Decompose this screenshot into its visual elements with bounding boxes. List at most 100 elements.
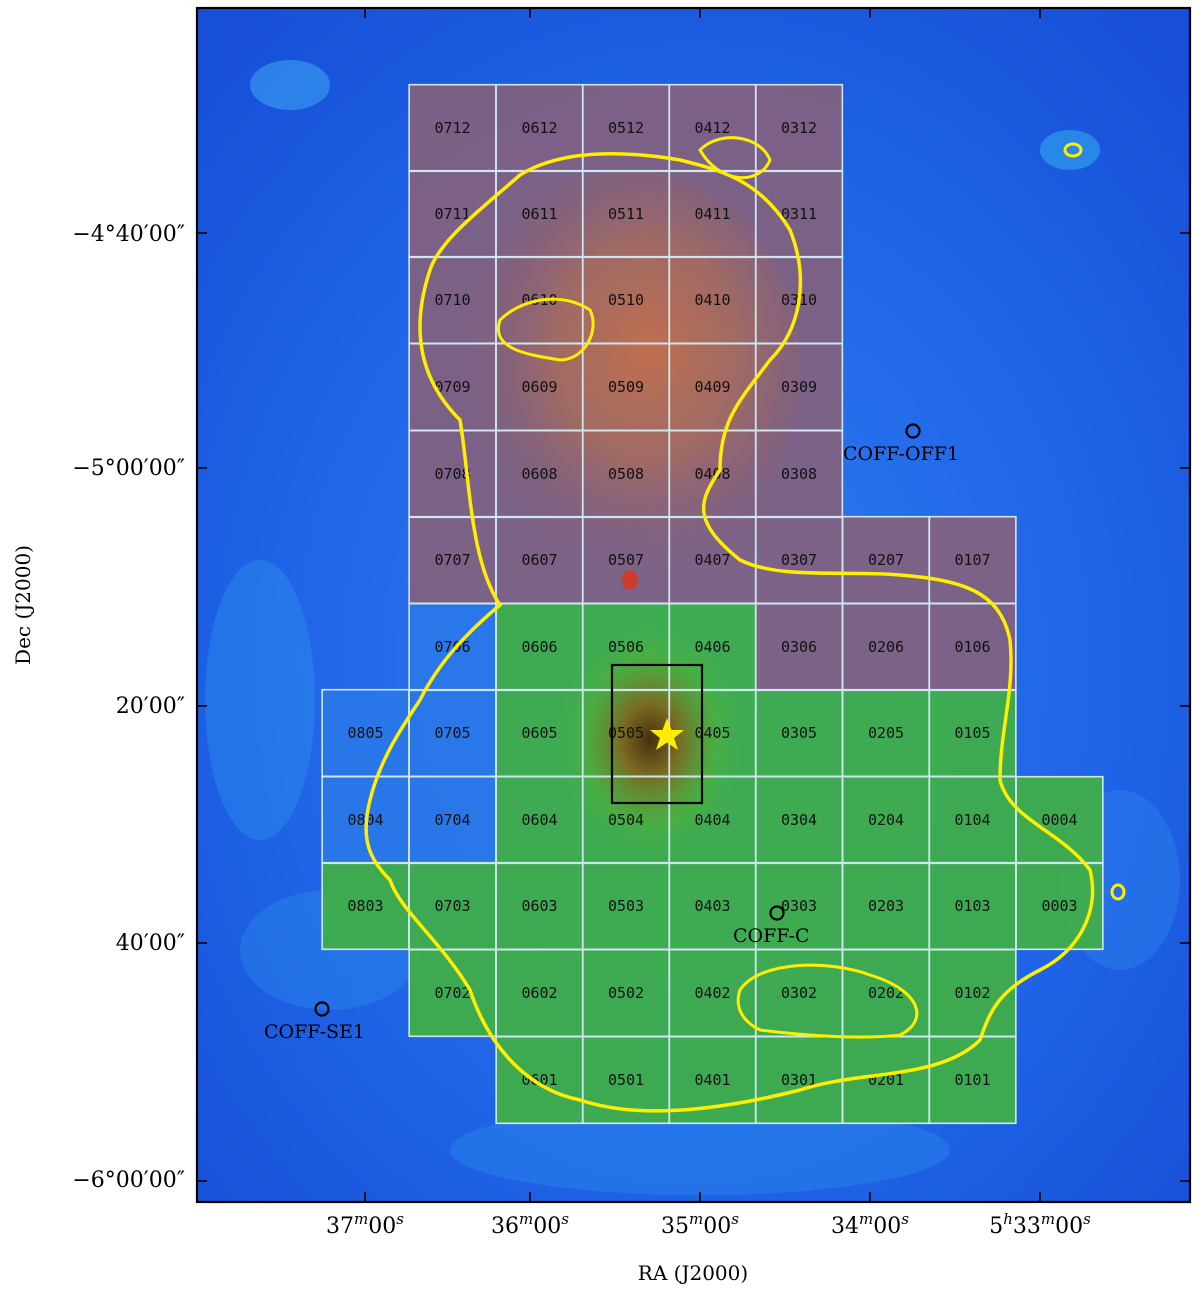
x-tick-label-3: 35m00s [661,1210,739,1239]
tile-label-0311: 0311 [781,205,817,223]
tile-0603 [496,862,583,950]
tile-label-0504: 0504 [608,811,644,829]
tile-0104 [929,776,1016,864]
tile-border-0101 [928,1035,1017,1125]
tile-label-0103: 0103 [954,897,990,915]
coff-off1-marker [905,423,921,439]
tile-label-0401: 0401 [694,1071,730,1089]
tile-label-0411: 0411 [694,205,730,223]
tile-label-0703: 0703 [434,897,470,915]
tile-label-0507: 0507 [608,551,644,569]
tile-label-0702: 0702 [434,984,470,1002]
coff-c-label: COFF-C [733,925,810,947]
cavity-contour [496,297,595,362]
tile-0712 [409,84,496,172]
tile-label-0712: 0712 [434,119,470,137]
y-tick-label-1: −4°40′00″ [72,222,185,247]
tile-label-0612: 0612 [521,119,557,137]
tile-label-0410: 0410 [694,291,730,309]
tile-0703 [409,862,496,950]
tile-0301 [755,1036,843,1124]
tile-label-0603: 0603 [521,897,557,915]
tile-label-0305: 0305 [781,724,817,742]
tile-label-0412: 0412 [694,119,730,137]
core-region-box [610,663,704,805]
tile-0403 [669,862,756,950]
plot-frame [195,6,1192,1204]
tile-label-0602: 0602 [521,984,557,1002]
y-tick-label-2: −5°00′00″ [72,456,185,481]
tile-label-0303: 0303 [781,897,817,915]
tile-0103 [929,862,1016,950]
coff-c-marker [769,905,785,921]
tile-label-0505: 0505 [608,724,644,742]
tile-0704 [409,776,496,864]
tile-label-0604: 0604 [521,811,557,829]
tile-label-0608: 0608 [521,465,557,483]
tile-label-0202: 0202 [868,984,904,1002]
tile-0203 [842,862,930,950]
x-tick-label-2: 36m00s [491,1210,569,1239]
tile-0706 [409,603,496,691]
tile-0204 [842,776,930,864]
tile-0305 [755,689,843,777]
tile-label-0405: 0405 [694,724,730,742]
tile-0803 [322,862,409,950]
tile-label-0101: 0101 [954,1071,990,1089]
tile-label-0403: 0403 [694,897,730,915]
tile-label-0710: 0710 [434,291,470,309]
tile-label-0606: 0606 [521,638,557,656]
tile-label-0206: 0206 [868,638,904,656]
tile-label-0601: 0601 [521,1071,557,1089]
tile-0711 [409,170,496,258]
x-tick-label-1: 37m00s [326,1210,404,1239]
tile-label-0302: 0302 [781,984,817,1002]
axis-ticks [197,8,1190,1202]
tile-label-0501: 0501 [608,1071,644,1089]
tile-0207 [842,516,930,604]
tile-label-0607: 0607 [521,551,557,569]
tile-label-0803: 0803 [347,897,383,915]
coff-off1-label: COFF-OFF1 [843,443,959,465]
tile-0602 [496,949,583,1037]
tile-0606 [496,603,583,691]
tile-label-0003: 0003 [1041,897,1077,915]
tile-label-0312: 0312 [781,119,817,137]
tile-label-0605: 0605 [521,724,557,742]
tile-label-0704: 0704 [434,811,470,829]
tile-label-0609: 0609 [521,378,557,396]
tile-0307 [755,516,843,604]
tile-0503 [582,862,670,950]
tile-0303 [755,862,843,950]
tile-label-0308: 0308 [781,465,817,483]
southern-cavity-contour [736,963,919,1039]
tile-label-0509: 0509 [608,378,644,396]
tile-label-0106: 0106 [954,638,990,656]
tile-label-0708: 0708 [434,465,470,483]
tile-label-0406: 0406 [694,638,730,656]
tile-border-0003 [1015,861,1104,951]
star-marker [650,718,684,750]
tile-label-0805: 0805 [347,724,383,742]
tile-label-0502: 0502 [608,984,644,1002]
tile-0304 [755,776,843,864]
tile-label-0004: 0004 [1041,811,1077,829]
emission-glow [460,170,800,860]
tile-0205 [842,689,930,777]
tile-label-0309: 0309 [781,378,817,396]
tile-label-0512: 0512 [608,119,644,137]
tile-label-0404: 0404 [694,811,730,829]
tile-label-0511: 0511 [608,205,644,223]
tile-0311 [755,170,843,258]
tile-0306 [755,603,843,691]
coff-se1-label: COFF-SE1 [264,1021,365,1043]
intensity-contour [364,152,1095,1113]
tile-label-0503: 0503 [608,897,644,915]
tile-label-0107: 0107 [954,551,990,569]
northern-knot-contour [698,136,772,180]
tile-label-0104: 0104 [954,811,990,829]
tile-0805 [322,689,409,777]
tile-label-0304: 0304 [781,811,817,829]
x-axis-label: RA (J2000) [638,1261,748,1285]
x-tick-label-5: 5h33m00s [989,1210,1091,1239]
